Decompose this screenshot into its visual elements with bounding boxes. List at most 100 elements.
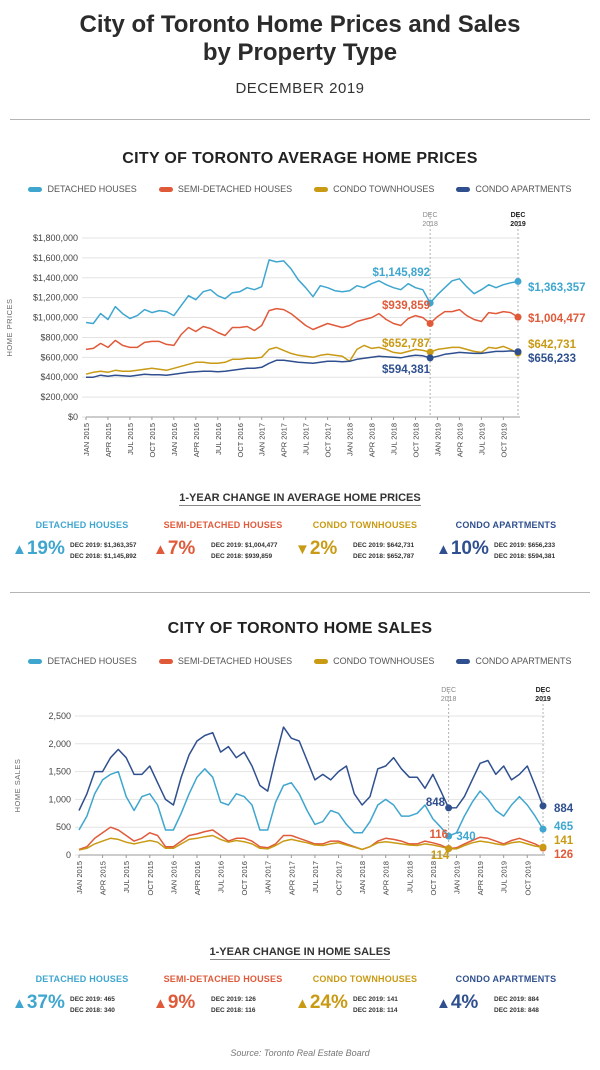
sales-line-chart: HOME SALES 0 500 1,000 1,500 2,000 2,500 JAN 20… xyxy=(13,687,574,895)
legend-swatch xyxy=(456,658,471,664)
down-arrow-icon: ▼ xyxy=(295,541,310,558)
change-percent: 9% xyxy=(167,992,196,1013)
legend-label: DETACHED HOUSES xyxy=(47,656,137,666)
change-current-value: DEC 2019: $656,233 xyxy=(494,542,556,549)
sales-section-title: CITY OF TORONTO HOME SALES xyxy=(167,620,433,637)
data-point-detached xyxy=(539,825,547,833)
x-tick-label: APR 2018 xyxy=(382,861,391,895)
x-tick-label: APR 2016 xyxy=(192,423,201,457)
data-point-semi xyxy=(426,320,434,328)
prices-legend: DETACHED HOUSES SEMI-DETACHED HOUSES CON… xyxy=(0,184,600,194)
data-point-apartment xyxy=(514,348,522,356)
data-point-apartment xyxy=(445,804,453,812)
change-category-name: CONDO TOWNHOUSES xyxy=(312,520,418,530)
x-tick-label: APR 2016 xyxy=(193,861,202,895)
change-details: DEC 2019: $656,233 DEC 2018: $594,381 xyxy=(494,540,555,562)
data-point-detached xyxy=(445,832,453,840)
x-tick-label: JUL 2019 xyxy=(477,423,486,455)
legend-swatch xyxy=(314,186,329,192)
x-tick-label: JAN 2018 xyxy=(346,423,355,456)
prices-line-chart: HOME PRICES $0 $200,000 $400,000 $600,000 $80… xyxy=(5,212,586,457)
data-label-apartment: $594,381 xyxy=(382,364,431,376)
up-arrow-icon: ▲ xyxy=(436,541,451,558)
sales-legend: DETACHED HOUSES SEMI-DETACHED HOUSES CON… xyxy=(0,656,600,666)
y-tick-label: $1,200,000 xyxy=(33,293,78,303)
change-category-name: CONDO TOWNHOUSES xyxy=(312,974,418,984)
legend-swatch xyxy=(314,658,329,664)
change-percent: 2% xyxy=(309,538,338,559)
up-arrow-icon: ▲ xyxy=(153,541,168,558)
change-details: DEC 2019: $1,363,357 DEC 2018: $1,145,892 xyxy=(70,540,137,562)
change-percent: 10% xyxy=(450,538,489,559)
y-axis-title: HOME SALES xyxy=(13,759,22,813)
sales-change-title: 1-YEAR CHANGE IN HOME SALES xyxy=(0,946,600,960)
y-tick-label: 1,000 xyxy=(48,794,71,804)
up-arrow-icon: ▲ xyxy=(12,541,27,558)
legend-item-townhouse: CONDO TOWNHOUSES xyxy=(314,656,434,666)
sales-change-row: DETACHED HOUSES ▲37% DEC 2019: 465 DEC 2018… xyxy=(0,974,600,1024)
x-tick-label: JUL 2016 xyxy=(217,861,226,893)
data-label-detached: $1,145,892 xyxy=(372,267,430,279)
x-tick-label: JUL 2017 xyxy=(302,423,311,455)
change-current-value: DEC 2019: 465 xyxy=(70,996,115,1003)
change-previous-value: DEC 2018: $1,145,892 xyxy=(70,553,137,560)
y-tick-label: 2,000 xyxy=(48,739,71,749)
change-percent-wrap: ▲9% xyxy=(153,992,195,1014)
data-label-townhouse: 114 xyxy=(431,850,450,862)
up-arrow-icon: ▲ xyxy=(12,995,27,1012)
up-arrow-icon: ▲ xyxy=(153,995,168,1012)
marker-label: DEC xyxy=(536,687,551,694)
x-tick-label: JUL 2015 xyxy=(126,423,135,455)
change-percent-wrap: ▲19% xyxy=(12,538,65,560)
y-tick-label: 1,500 xyxy=(48,767,71,777)
change-previous-value: DEC 2018: 114 xyxy=(353,1007,398,1014)
sales-change-title-text: 1-YEAR CHANGE IN HOME SALES xyxy=(209,946,391,960)
change-previous-value: DEC 2018: $594,381 xyxy=(494,553,556,560)
change-details: DEC 2019: $1,004,477 DEC 2018: $939,859 xyxy=(211,540,278,562)
data-point-townhouse xyxy=(539,843,547,851)
legend-swatch xyxy=(28,186,43,192)
change-details: DEC 2019: 884 DEC 2018: 848 xyxy=(494,994,539,1016)
data-label-detached: 465 xyxy=(554,821,574,833)
change-percent: 4% xyxy=(450,992,479,1013)
series-line-semi xyxy=(78,826,544,851)
change-details: DEC 2019: 141 DEC 2018: 114 xyxy=(353,994,398,1016)
change-current-value: DEC 2019: $1,004,477 xyxy=(211,542,278,549)
change-previous-value: DEC 2018: 340 xyxy=(70,1007,115,1014)
legend-label: SEMI-DETACHED HOUSES xyxy=(177,184,293,194)
legend-swatch xyxy=(158,186,173,192)
legend-swatch xyxy=(158,658,173,664)
change-block-townhouse: CONDO TOWNHOUSES ▼2% DEC 2019: $642,731 DEC… xyxy=(295,520,450,566)
y-tick-label: $1,600,000 xyxy=(33,253,78,263)
change-current-value: DEC 2019: 884 xyxy=(494,996,539,1003)
legend-item-semi: SEMI-DETACHED HOUSES xyxy=(158,656,292,666)
change-percent-wrap: ▲10% xyxy=(436,538,489,560)
x-tick-label: JAN 2016 xyxy=(170,423,179,456)
page-title-line-2: by Property Type xyxy=(202,39,398,66)
change-percent-wrap: ▲24% xyxy=(295,992,348,1014)
series-line-townhouse xyxy=(78,834,544,851)
prices-change-title-text: 1-YEAR CHANGE IN AVERAGE HOME PRICES xyxy=(179,492,421,506)
source-note: Source: Toronto Real Estate Board xyxy=(230,1048,370,1058)
legend-label: CONDO TOWNHOUSES xyxy=(333,184,435,194)
change-current-value: DEC 2019: $642,731 xyxy=(353,542,415,549)
change-block-apartment: CONDO APARTMENTS ▲10% DEC 2019: $656,233 DE… xyxy=(436,520,591,566)
change-category-name: CONDO APARTMENTS xyxy=(455,520,557,530)
y-tick-label: $800,000 xyxy=(40,332,78,342)
data-label-semi: 126 xyxy=(554,849,573,861)
x-tick-label: APR 2015 xyxy=(99,861,108,895)
legend-label: CONDO APARTMENTS xyxy=(475,656,572,666)
x-tick-label: JAN 2015 xyxy=(82,423,91,456)
data-point-semi xyxy=(514,313,522,321)
x-tick-label: APR 2015 xyxy=(104,423,113,457)
x-tick-label: OCT 2017 xyxy=(324,423,333,457)
data-label-apartment: 884 xyxy=(554,803,574,815)
series-line-detached xyxy=(85,259,519,325)
divider xyxy=(10,592,590,593)
change-current-value: DEC 2019: $1,363,357 xyxy=(70,542,137,549)
data-point-townhouse xyxy=(445,845,453,853)
change-category-name: DETACHED HOUSES xyxy=(35,520,129,530)
x-tick-label: OCT 2019 xyxy=(499,423,508,457)
data-label-semi: 116 xyxy=(429,829,448,841)
x-tick-label: OCT 2017 xyxy=(335,861,344,895)
